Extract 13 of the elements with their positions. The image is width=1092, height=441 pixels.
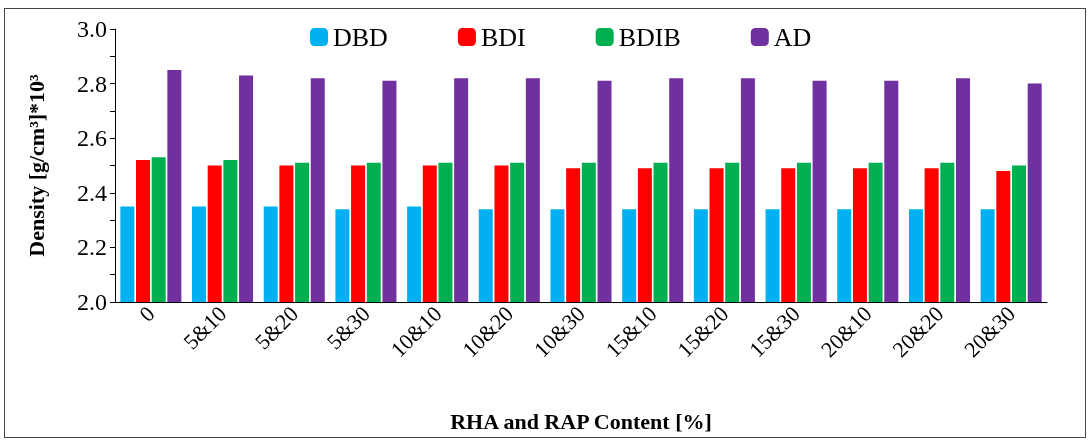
legend-label: DBD (333, 22, 388, 52)
legend-label: BDI (480, 22, 526, 52)
y-tick-label: 2.8 (77, 70, 107, 97)
y-tick-label: 2.4 (77, 179, 107, 206)
x-tick-label: 0 (134, 301, 160, 327)
y-tick-label: 3.0 (77, 16, 107, 42)
x-axis-title: RHA and RAP Content [%] (450, 408, 712, 434)
legend-label: BDIB (618, 22, 681, 52)
y-axis-title: Density [g/cm³]*10³ (23, 73, 49, 257)
y-tick-label: 2.2 (77, 234, 107, 261)
y-tick-label: 2.6 (77, 125, 107, 152)
legend-label: AD (773, 22, 812, 52)
y-tick-label: 2.0 (77, 289, 107, 315)
